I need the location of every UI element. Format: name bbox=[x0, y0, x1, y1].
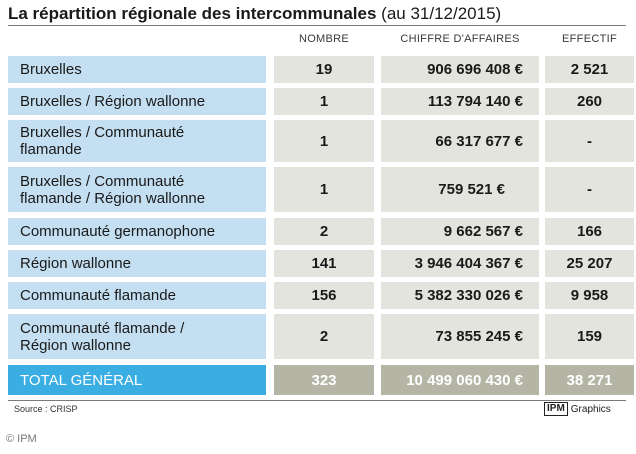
title-date: (au 31/12/2015) bbox=[381, 4, 502, 23]
nombre-value: 156 bbox=[274, 282, 374, 309]
nombre-value: 19 bbox=[274, 56, 374, 83]
region-label: Bruxelles / Région wallonne bbox=[8, 88, 266, 115]
effectif-value: - bbox=[545, 120, 634, 162]
bottom-divider bbox=[8, 400, 626, 401]
column-header-effectif: EFFECTIF bbox=[562, 33, 617, 45]
table-row: Bruxelles / Région wallonne 1 113 794 14… bbox=[8, 88, 634, 115]
table-row: Bruxelles / Communauté flamande 1 66 317… bbox=[8, 120, 634, 162]
table-row: Bruxelles 19 906 696 408 € 2 521 bbox=[8, 56, 634, 83]
chiffre-affaires-value: 73 855 245 € bbox=[381, 314, 539, 359]
chiffre-affaires-value: 66 317 677 € bbox=[381, 120, 539, 162]
chiffre-affaires-value: 5 382 330 026 € bbox=[381, 282, 539, 309]
table-row: Région wallonne 141 3 946 404 367 € 25 2… bbox=[8, 250, 634, 277]
table-row: Communauté flamande / Région wallonne 2 … bbox=[8, 314, 634, 359]
ipm-logo-text: Graphics bbox=[570, 403, 611, 415]
chiffre-affaires-value: 759 521 € bbox=[381, 167, 539, 212]
effectif-value: 25 207 bbox=[545, 250, 634, 277]
nombre-value: 1 bbox=[274, 120, 374, 162]
copyright-notice: © IPM bbox=[6, 433, 37, 445]
source-note: Source : CRISP bbox=[14, 404, 78, 414]
nombre-value: 141 bbox=[274, 250, 374, 277]
table-row: Bruxelles / Communauté flamande / Région… bbox=[8, 167, 634, 212]
effectif-value: 9 958 bbox=[545, 282, 634, 309]
ipm-logo-box: IPM bbox=[544, 402, 568, 416]
region-label: Bruxelles / Communauté flamande bbox=[8, 120, 266, 162]
region-label: Communauté flamande bbox=[8, 282, 266, 309]
total-nombre-value: 323 bbox=[274, 365, 374, 395]
region-label: Bruxelles bbox=[8, 56, 266, 83]
page-title: La répartition régionale des intercommun… bbox=[8, 4, 501, 24]
total-chiffre-affaires-value: 10 499 060 430 € bbox=[381, 365, 539, 395]
nombre-value: 1 bbox=[274, 167, 374, 212]
chiffre-affaires-value: 9 662 567 € bbox=[381, 218, 539, 245]
region-label: Région wallonne bbox=[8, 250, 266, 277]
nombre-value: 2 bbox=[274, 218, 374, 245]
effectif-value: 166 bbox=[545, 218, 634, 245]
column-header-nombre: NOMBRE bbox=[298, 33, 350, 45]
chiffre-affaires-value: 906 696 408 € bbox=[381, 56, 539, 83]
total-row: TOTAL GÉNÉRAL 323 10 499 060 430 € 38 27… bbox=[8, 365, 634, 395]
total-effectif-value: 38 271 bbox=[545, 365, 634, 395]
title-main: La répartition régionale des intercommun… bbox=[8, 4, 377, 23]
column-header-chiffre-affaires: CHIFFRE D'AFFAIRES bbox=[400, 33, 520, 45]
title-divider bbox=[8, 25, 626, 26]
effectif-value: 260 bbox=[545, 88, 634, 115]
region-label: Bruxelles / Communauté flamande / Région… bbox=[8, 167, 266, 212]
table-row: Communauté flamande 156 5 382 330 026 € … bbox=[8, 282, 634, 309]
total-label: TOTAL GÉNÉRAL bbox=[8, 365, 266, 395]
chiffre-affaires-value: 113 794 140 € bbox=[381, 88, 539, 115]
region-label: Communauté flamande / Région wallonne bbox=[8, 314, 266, 359]
nombre-value: 1 bbox=[274, 88, 374, 115]
effectif-value: - bbox=[545, 167, 634, 212]
effectif-value: 159 bbox=[545, 314, 634, 359]
nombre-value: 2 bbox=[274, 314, 374, 359]
chiffre-affaires-value: 3 946 404 367 € bbox=[381, 250, 539, 277]
effectif-value: 2 521 bbox=[545, 56, 634, 83]
region-label: Communauté germanophone bbox=[8, 218, 266, 245]
ipm-graphics-logo: IPM Graphics bbox=[544, 402, 611, 416]
table-row: Communauté germanophone 2 9 662 567 € 16… bbox=[8, 218, 634, 245]
